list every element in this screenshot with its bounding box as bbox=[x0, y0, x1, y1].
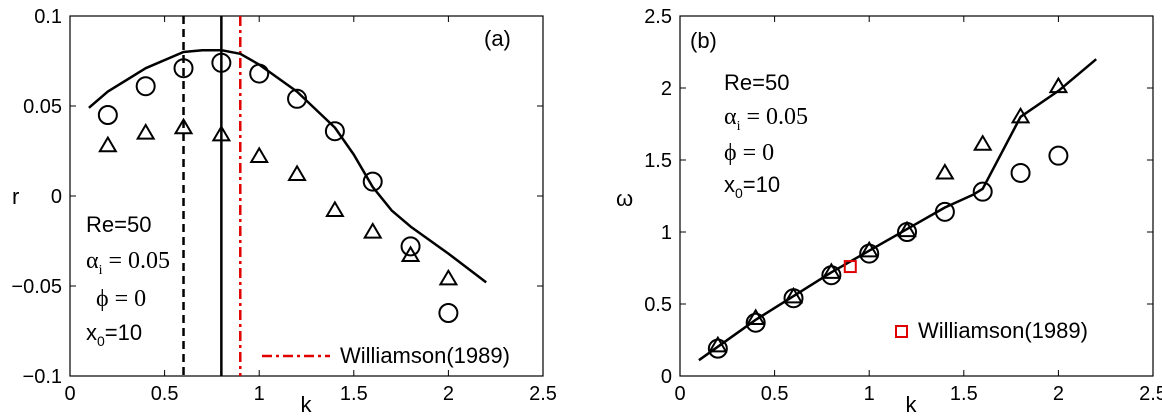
panel-b-xlabel: k bbox=[906, 392, 918, 417]
panel-b-xtick-label: 2 bbox=[1053, 383, 1064, 405]
panel-a-re-text: Re=50 bbox=[86, 212, 151, 237]
panel-a-reference-lines bbox=[182, 16, 242, 376]
panel-a-circle-point bbox=[249, 63, 270, 84]
panel-a-triangle-point bbox=[438, 268, 459, 286]
panel-a-xtick-label: 0 bbox=[64, 383, 75, 405]
panel-b-ticks: 0 0.5 1 1.5 2 2.5 2.5 2 1.5 1 0.5 0 bbox=[644, 6, 1162, 405]
panel-b-ytick-label: 2.5 bbox=[644, 6, 672, 28]
panel-b-marks bbox=[698, 58, 1098, 362]
panel-b-x0-text: x0=10 bbox=[724, 172, 780, 201]
panel-b-triangle-point bbox=[1048, 76, 1069, 94]
panel-b-xtick-label: 2.5 bbox=[1139, 383, 1162, 405]
panel-a-circle-point bbox=[324, 121, 345, 142]
panel-b-circle-point bbox=[972, 181, 993, 202]
panel-a-series-line bbox=[88, 48, 487, 284]
panel-b-triangle-point bbox=[783, 286, 804, 304]
panel-a-ytick-label: 0 bbox=[51, 186, 62, 208]
panel-b: 0 0.5 1 1.5 2 2.5 2.5 2 1.5 1 0.5 0 (b) k ω Re=50 α… bbox=[616, 6, 1162, 417]
panel-b-circle-point bbox=[1010, 162, 1031, 183]
panel-a-label: (a) bbox=[484, 26, 511, 51]
panel-b-ytick-label: 0.5 bbox=[644, 294, 672, 316]
panel-a-triangle-point bbox=[98, 135, 118, 153]
panel-b-xtick-label: 0 bbox=[674, 383, 685, 405]
panel-a-circle-point bbox=[362, 171, 383, 192]
panel-b-triangle-point bbox=[708, 335, 728, 353]
panel-a-ytick-label: −0.1 bbox=[23, 366, 62, 388]
panel-a-xtick-label: 1 bbox=[254, 383, 265, 405]
panel-a-phi-text: ϕ = 0 bbox=[96, 286, 146, 312]
panel-b-re-text: Re=50 bbox=[724, 70, 789, 95]
panel-a: 0 0.5 1 1.5 2 2.5 0.1 0.05 0 −0.05 −0.1 (a) k r Re… bbox=[11, 6, 557, 417]
panel-b-triangle-point bbox=[897, 220, 917, 238]
panel-a-alpha-text: αi = 0.05 bbox=[86, 248, 170, 278]
panel-a-ytick-label: 0.05 bbox=[23, 96, 62, 118]
panel-b-triangle-point bbox=[935, 162, 955, 180]
panel-b-series-line bbox=[698, 58, 1098, 362]
panel-a-ytick-label: −0.05 bbox=[11, 276, 62, 298]
panel-a-legend-label: Williamson(1989) bbox=[340, 343, 510, 368]
panel-a-triangle-point bbox=[400, 245, 421, 262]
panel-b-circle-point bbox=[934, 201, 955, 222]
panel-b-circle-point bbox=[745, 312, 766, 333]
panel-b-ytick-label: 0 bbox=[661, 366, 672, 388]
panel-a-xtick-label: 2.5 bbox=[529, 383, 557, 405]
panel-b-circle-point bbox=[1048, 145, 1069, 166]
panel-a-ylabel: r bbox=[12, 184, 19, 209]
panel-a-circle-point bbox=[211, 52, 232, 73]
panel-a-circle-point bbox=[135, 76, 156, 97]
panel-b-xtick-label: 0.5 bbox=[761, 383, 789, 405]
panel-a-triangle-point bbox=[135, 123, 156, 140]
panel-b-legend-swatch bbox=[895, 325, 908, 338]
panel-b-triangle-point bbox=[821, 262, 842, 279]
panel-a-triangle-point bbox=[249, 146, 269, 163]
panel-a-circle-point bbox=[173, 58, 194, 79]
panel-a-xtick-label: 1.5 bbox=[340, 383, 368, 405]
panel-b-legend-label: Williamson(1989) bbox=[918, 318, 1088, 343]
panel-b-xtick-label: 1.5 bbox=[950, 383, 978, 405]
panel-a-triangle-point bbox=[325, 200, 345, 217]
panel-a-circle-point bbox=[287, 88, 308, 109]
panel-a-marks bbox=[88, 48, 487, 323]
panel-b-xtick-label: 1 bbox=[864, 383, 875, 405]
panel-a-circle-point bbox=[438, 303, 459, 323]
panel-b-frame bbox=[679, 15, 1154, 377]
panel-a-triangle-point bbox=[211, 124, 232, 142]
panel-b-ylabel: ω bbox=[616, 186, 633, 211]
panel-b-ytick-label: 1 bbox=[661, 222, 672, 244]
panel-a-ytick-label: 0.1 bbox=[34, 6, 62, 28]
panel-b-triangle-point bbox=[745, 308, 766, 325]
panel-a-circle-point bbox=[97, 105, 118, 125]
panel-a-x0-text: x0=10 bbox=[86, 320, 142, 349]
panel-b-alpha-text: αi = 0.05 bbox=[724, 104, 808, 134]
panel-a-circle-point bbox=[400, 236, 421, 257]
panel-b-triangle-point bbox=[972, 134, 993, 151]
panel-b-square-point bbox=[843, 260, 857, 274]
panel-a-triangle-point bbox=[362, 222, 383, 239]
panel-a-xtick-label: 0.5 bbox=[151, 383, 179, 405]
panel-a-xtick-label: 2 bbox=[443, 383, 454, 405]
panel-a-triangle-point bbox=[287, 164, 307, 181]
panel-b-triangle-point bbox=[1010, 106, 1031, 124]
panel-b-label: (b) bbox=[690, 28, 717, 53]
panel-b-triangle-point bbox=[859, 240, 879, 258]
panel-a-triangle-point bbox=[173, 117, 194, 135]
panel-a-ticks: 0 0.5 1 1.5 2 2.5 0.1 0.05 0 −0.05 −0.1 bbox=[11, 6, 557, 405]
panel-b-ytick-label: 1.5 bbox=[644, 150, 672, 172]
panel-a-xlabel: k bbox=[301, 392, 313, 417]
panel-b-phi-text: ϕ = 0 bbox=[724, 140, 774, 166]
panel-b-ytick-label: 2 bbox=[661, 78, 672, 100]
